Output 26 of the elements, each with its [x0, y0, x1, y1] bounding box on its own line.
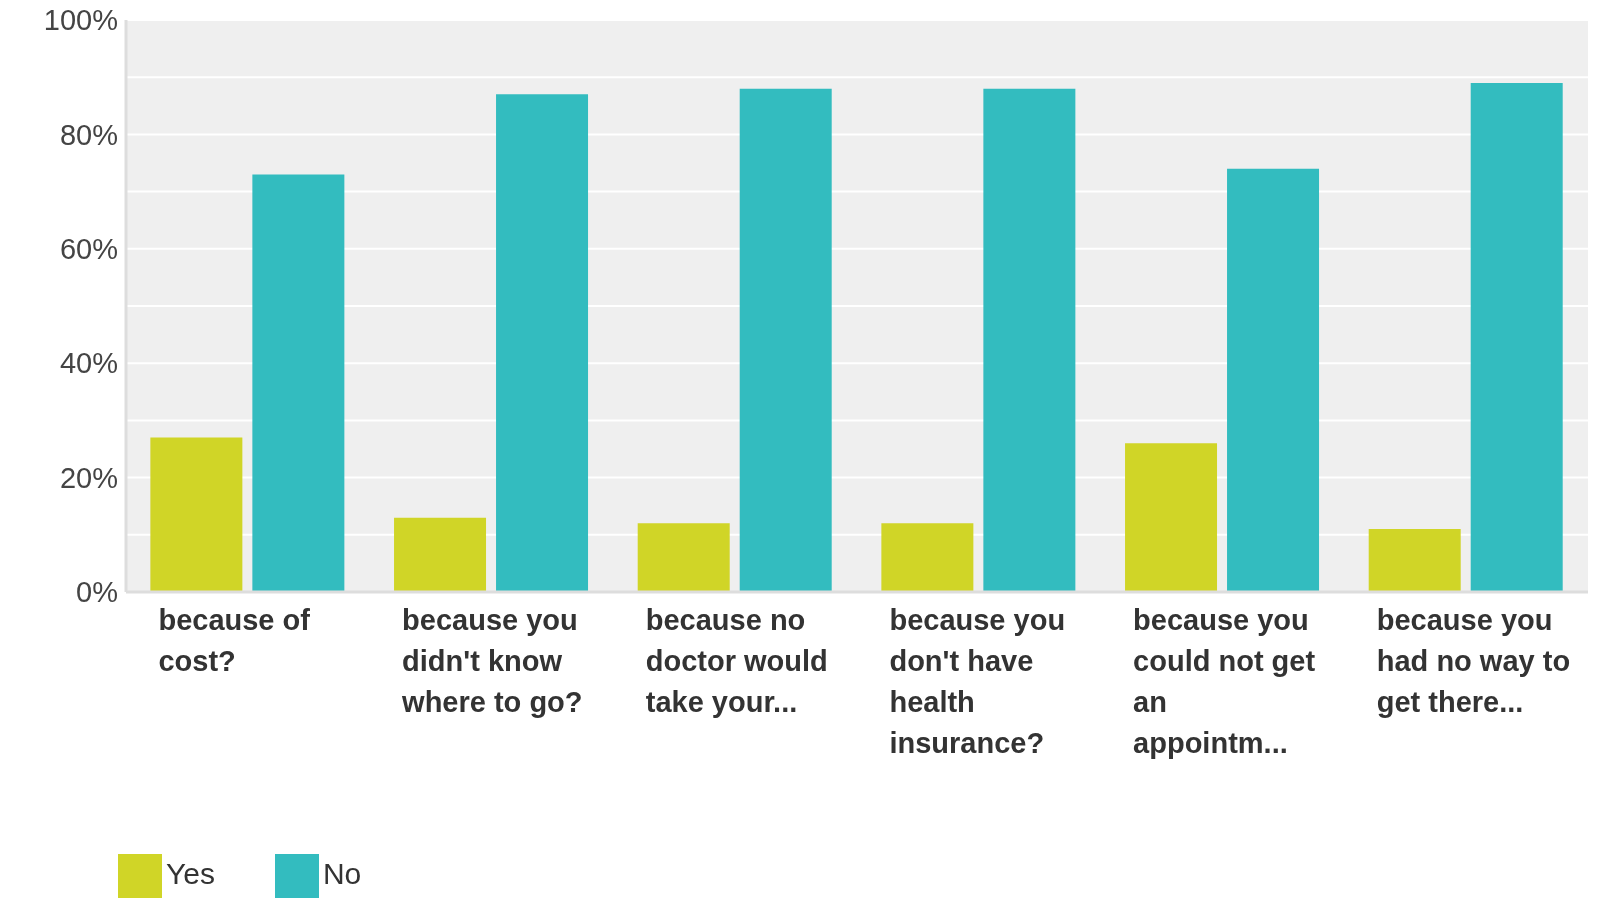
legend-label: Yes: [166, 856, 215, 890]
x-tick-label: because you don't have health insurance?: [889, 604, 1066, 759]
x-tick-label: because you didn't know where to go?: [401, 604, 583, 718]
y-tick-label: 100%: [43, 4, 118, 37]
bar: [1470, 82, 1563, 592]
bar: [1125, 443, 1218, 592]
bar: [983, 88, 1076, 592]
y-tick-label: 80%: [59, 118, 118, 151]
y-tick-label: 40%: [59, 347, 118, 380]
y-tick-label: 0%: [76, 576, 118, 609]
x-tick-label: because of cost?: [158, 604, 311, 677]
bar: [1227, 168, 1320, 592]
x-tick-label: because you could not get an appointm...: [1133, 604, 1316, 759]
x-tick-label: because no doctor would take your...: [645, 604, 828, 718]
y-tick-label: 20%: [59, 461, 118, 494]
bar: [496, 94, 589, 592]
legend-label: No: [322, 856, 362, 890]
bar: [150, 437, 243, 592]
bar: [252, 174, 345, 592]
bar: [394, 517, 487, 592]
bar: [739, 88, 832, 592]
bar: [881, 523, 974, 592]
y-tick-label: 60%: [59, 233, 118, 266]
bar: [1368, 529, 1461, 592]
bar: [637, 523, 730, 592]
x-tick-label: because you had no way to get there...: [1376, 604, 1571, 718]
